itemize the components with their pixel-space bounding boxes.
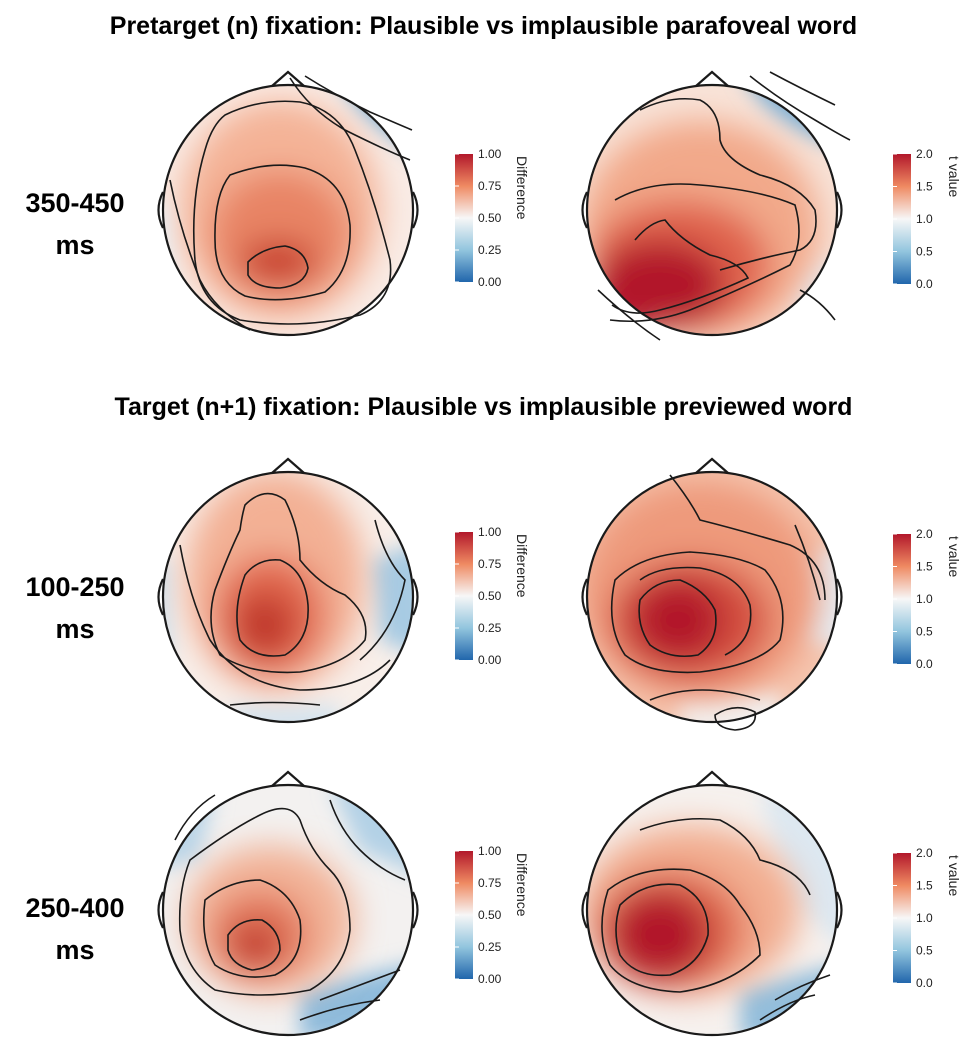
heatmap-fill [163,472,413,722]
head-outline [581,770,843,1037]
colorbar-difference-r2: 1.00 0.75 0.50 0.25 0.00 Difference [455,525,530,667]
heatmap-fill [587,472,837,722]
colorbar-tvalue-r3: 2.0 1.5 1.0 0.5 0.0 t value [893,846,962,990]
head-outline [581,457,843,724]
heatmap-fill [587,785,837,1035]
colorbar-difference-r3: 1.00 0.75 0.50 0.25 0.00 Difference [455,844,530,986]
head-outline [157,457,419,724]
colorbar-tick-label: 1.0 [916,592,933,606]
head-outline [157,770,419,1037]
row-label-250-400: 250-400 ms [0,887,150,971]
row-label-350-450: 350-450 ms [0,182,150,266]
colorbar-title: Difference [514,853,530,917]
contour-lines [610,474,826,731]
row-label-line1: 350-450 [25,188,125,218]
contour-lines [597,71,851,341]
colorbar-tick-label: 0.00 [478,653,502,667]
row-label-line2: ms [55,614,95,644]
section-title-pretarget: Pretarget (n) fixation: Plausible vs imp… [109,12,858,40]
colorbar-title: t value [946,855,962,896]
colorbar-gradient [455,154,473,282]
colorbar-tvalue-r1: 2.0 1.5 1.0 0.5 0.0 t value [893,147,962,291]
topomap-r2-difference [157,457,419,724]
colorbar-tick-label: 0.25 [478,940,502,954]
topomap-r3-tvalue [581,770,843,1037]
topomap-r1-tvalue [581,70,851,341]
section-title-target: Target (n+1) fixation: Plausible vs impl… [114,393,853,421]
colorbar-tick-label: 0.0 [916,277,933,291]
head-outline [581,70,843,337]
topomap-r2-tvalue [581,457,843,731]
colorbar-tick-label: 0.75 [478,557,502,571]
colorbar-title: t value [946,156,962,197]
colorbar-tick-label: 0.25 [478,243,502,257]
colorbar-tick-label: 1.0 [916,911,933,925]
contour-lines [174,794,406,1021]
colorbar-tick-label: 0.00 [478,275,502,289]
colorbar-gradient [893,154,911,284]
colorbar-tick-label: 0.50 [478,908,502,922]
colorbar-tick-label: 1.00 [478,147,502,161]
colorbar-tick-label: 0.75 [478,876,502,890]
colorbar-title: Difference [514,534,530,598]
colorbar-gradient [893,534,911,664]
colorbar-title: t value [946,536,962,577]
heatmap-fill [163,85,413,335]
colorbar-tick-label: 1.00 [478,844,502,858]
colorbar-tick-label: 0.00 [478,972,502,986]
colorbar-tick-label: 1.00 [478,525,502,539]
row-label-line2: ms [55,230,95,260]
colorbar-tick-label: 0.5 [916,944,933,958]
colorbar-tick-label: 0.25 [478,621,502,635]
colorbar-difference-r1: 1.00 0.75 0.50 0.25 0.00 Difference [455,147,530,289]
colorbar-tick-label: 2.0 [916,527,933,541]
colorbar-gradient [455,851,473,979]
colorbar-title: Difference [514,156,530,220]
row-label-100-250: 100-250 ms [0,566,150,650]
head-outline [157,70,419,337]
colorbar-tick-label: 0.50 [478,589,502,603]
contour-lines [601,818,831,1021]
topomap-r1-difference [157,70,419,337]
colorbar-tick-label: 0.5 [916,625,933,639]
row-label-line1: 100-250 [25,572,125,602]
colorbar-tick-label: 2.0 [916,147,933,161]
colorbar-tick-label: 1.5 [916,560,933,574]
colorbar-tick-label: 1.5 [916,180,933,194]
colorbar-tick-label: 1.5 [916,879,933,893]
contour-lines [179,492,406,706]
colorbar-tick-label: 1.0 [916,212,933,226]
colorbar-tick-label: 2.0 [916,846,933,860]
colorbar-tick-label: 0.75 [478,179,502,193]
topomap-r3-difference [157,770,419,1037]
colorbar-tick-label: 0.0 [916,976,933,990]
colorbar-gradient [455,532,473,660]
colorbar-gradient [893,853,911,983]
row-label-line2: ms [55,935,95,965]
colorbar-tvalue-r2: 2.0 1.5 1.0 0.5 0.0 t value [893,527,962,671]
row-label-line1: 250-400 [25,893,125,923]
colorbar-tick-label: 0.50 [478,211,502,225]
colorbar-tick-label: 0.0 [916,657,933,671]
colorbar-tick-label: 0.5 [916,245,933,259]
